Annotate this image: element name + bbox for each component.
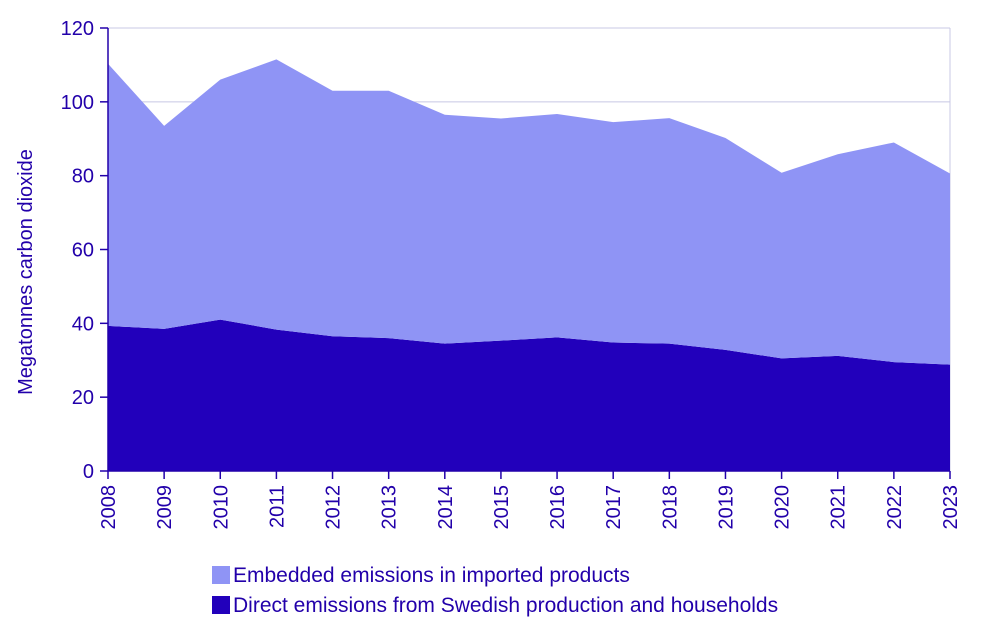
series-area-1 bbox=[108, 59, 950, 365]
y-tick-label: 20 bbox=[72, 387, 94, 409]
x-tick-label: 2019 bbox=[715, 485, 737, 530]
series-area-0 bbox=[108, 319, 950, 471]
y-tick-label: 80 bbox=[72, 166, 94, 188]
tick-labels: 0 20 40 60 80 100 120 2008 2009 2010 2011 2012 2013 2… bbox=[61, 18, 962, 530]
x-tick-label: 2011 bbox=[266, 485, 288, 528]
x-tick-label: 2014 bbox=[435, 485, 457, 530]
x-tick-label: 2009 bbox=[154, 485, 176, 530]
x-tick-label: 2022 bbox=[884, 485, 906, 530]
x-tick-label: 2008 bbox=[98, 485, 120, 530]
x-tick-label: 2023 bbox=[940, 485, 962, 530]
areas bbox=[108, 59, 950, 471]
y-axis-label: Megatonnes carbon dioxide bbox=[15, 149, 37, 395]
x-tick-label: 2010 bbox=[210, 485, 232, 530]
legend-swatch bbox=[212, 566, 230, 584]
y-tick-label: 100 bbox=[61, 92, 94, 114]
x-tick-label: 2012 bbox=[323, 485, 345, 530]
y-tick-label: 40 bbox=[72, 313, 94, 335]
y-tick-label: 120 bbox=[61, 18, 94, 40]
x-tick-label: 2015 bbox=[491, 485, 513, 530]
x-tick-label: 2021 bbox=[828, 485, 850, 530]
x-tick-label: 2013 bbox=[379, 485, 401, 530]
axes bbox=[100, 27, 951, 479]
legend: Embedded emissions in imported products D… bbox=[212, 564, 778, 617]
y-tick-label: 60 bbox=[72, 240, 94, 262]
legend-label: Direct emissions from Swedish production… bbox=[233, 594, 778, 617]
legend-swatch bbox=[212, 596, 230, 614]
y-tick-label: 0 bbox=[83, 461, 94, 483]
x-tick-label: 2020 bbox=[772, 485, 794, 530]
x-tick-label: 2016 bbox=[547, 485, 569, 530]
x-tick-label: 2018 bbox=[659, 485, 681, 530]
legend-label: Embedded emissions in imported products bbox=[233, 564, 630, 587]
x-tick-label: 2017 bbox=[603, 485, 625, 530]
